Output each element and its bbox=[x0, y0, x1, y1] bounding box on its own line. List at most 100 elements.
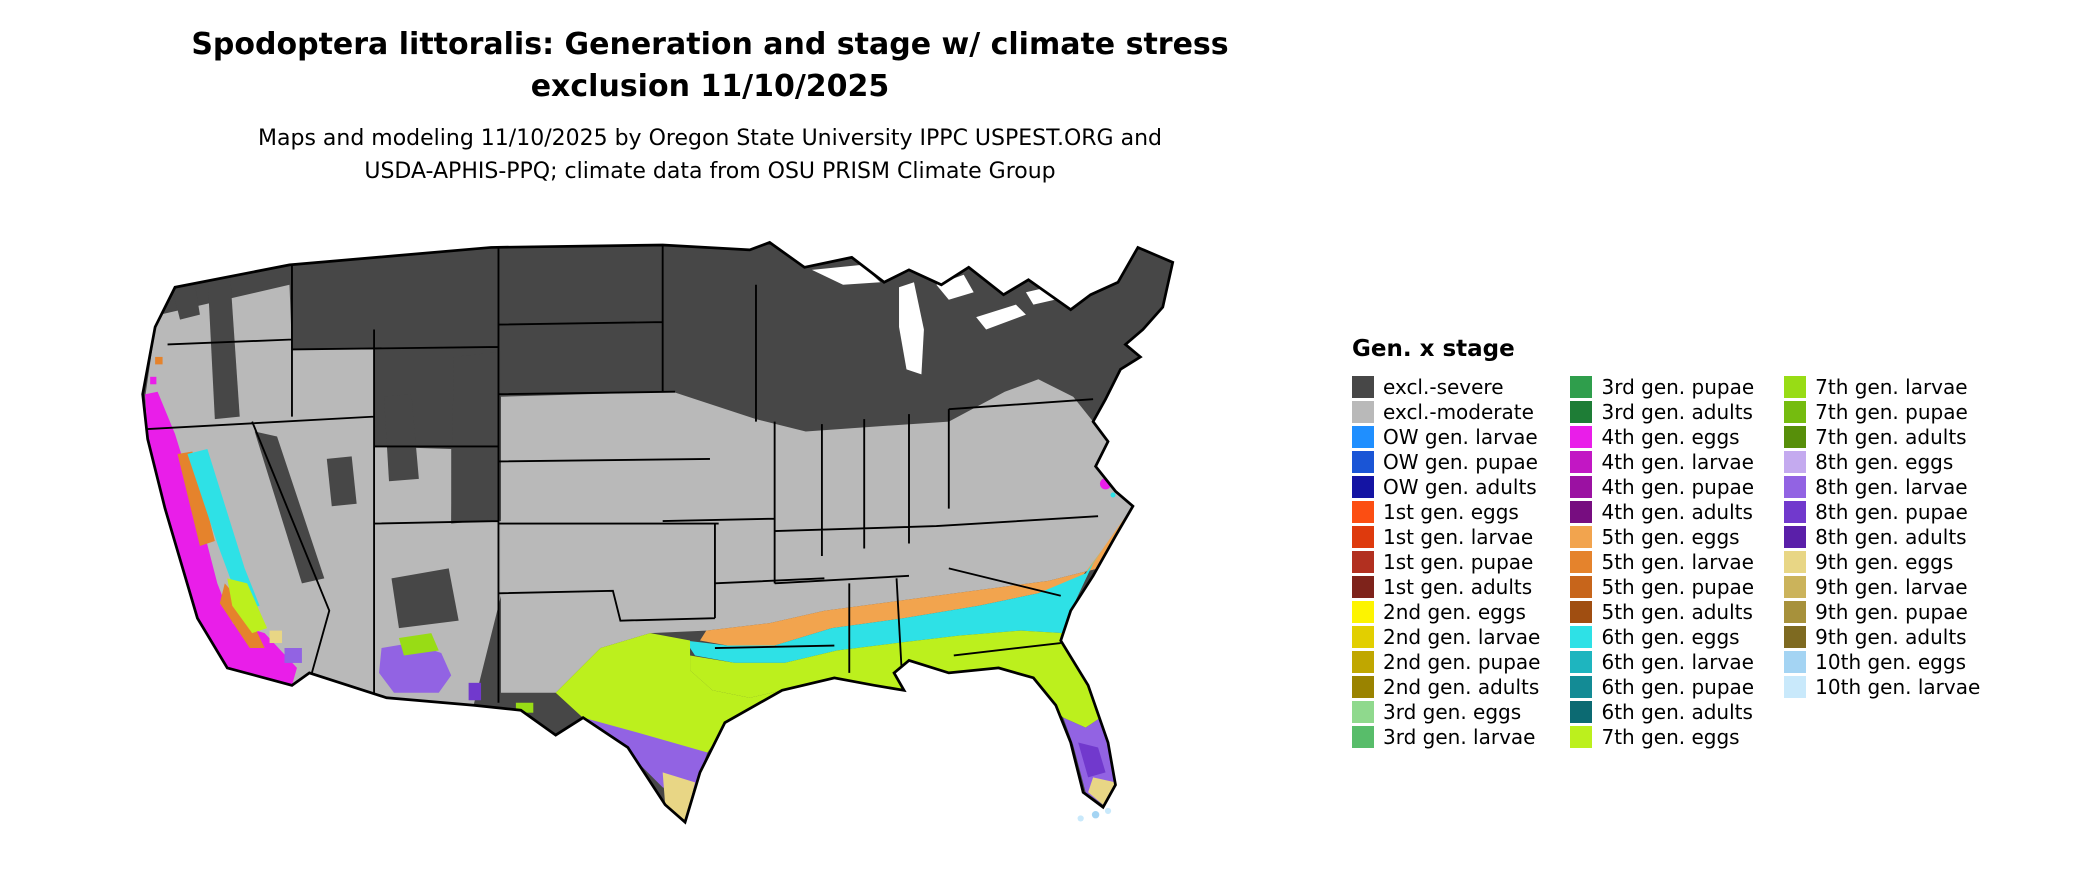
legend-swatch bbox=[1570, 600, 1593, 623]
legend-row: 1st gen. eggs bbox=[1352, 499, 1540, 524]
map-region-keys-blue3 bbox=[1104, 807, 1112, 815]
legend-row: 10th gen. larvae bbox=[1784, 674, 1980, 699]
legend-row: OW gen. adults bbox=[1352, 474, 1540, 499]
legend-label: 5th gen. larvae bbox=[1601, 549, 1754, 574]
legend-swatch bbox=[1784, 400, 1807, 423]
map-region-ca-valley-green bbox=[227, 578, 268, 634]
legend-swatch bbox=[1352, 550, 1374, 573]
map-region-chesapeake-cyan bbox=[1110, 492, 1116, 498]
legend-row: 8th gen. pupae bbox=[1784, 499, 1980, 524]
legend-label: 3rd gen. larvae bbox=[1383, 724, 1536, 749]
map-region-chesapeake-orange bbox=[1114, 468, 1122, 475]
legend-label: 4th gen. adults bbox=[1601, 499, 1753, 524]
legend-row: 2nd gen. larvae bbox=[1352, 624, 1540, 649]
legend-swatch bbox=[1352, 700, 1374, 723]
legend-row: 8th gen. eggs bbox=[1784, 449, 1980, 474]
legend-label: OW gen. larvae bbox=[1383, 424, 1538, 449]
legend-label: 3rd gen. eggs bbox=[1383, 699, 1522, 724]
legend-label: 6th gen. pupae bbox=[1601, 674, 1755, 699]
legend-label: 1st gen. adults bbox=[1383, 574, 1533, 599]
legend-swatch bbox=[1784, 450, 1807, 473]
state-borders bbox=[147, 244, 1099, 703]
legend: Gen. x stage excl.-severe excl.-moderate O… bbox=[1352, 336, 1980, 749]
legend-label: 4th gen. larvae bbox=[1601, 449, 1754, 474]
legend-swatch bbox=[1784, 375, 1807, 398]
legend-swatch bbox=[1570, 450, 1593, 473]
legend-row: 2nd gen. pupae bbox=[1352, 649, 1540, 674]
legend-swatch bbox=[1352, 675, 1374, 698]
map-region-chesapeake-magenta1 bbox=[1106, 455, 1115, 463]
legend-swatch bbox=[1570, 375, 1593, 398]
legend-swatch bbox=[1570, 550, 1593, 573]
legend-row: 9th gen. eggs bbox=[1784, 549, 1980, 574]
legend-swatch bbox=[1570, 700, 1593, 723]
map-region-ca-orange-1 bbox=[177, 451, 215, 546]
legend-row: 6th gen. larvae bbox=[1570, 649, 1754, 674]
map-region-severe-utah bbox=[384, 394, 419, 482]
map-region-ca-south-magenta bbox=[202, 618, 297, 686]
legend-swatch bbox=[1784, 600, 1807, 623]
legend-row: 6th gen. adults bbox=[1570, 699, 1754, 724]
legend-label: 9th gen. eggs bbox=[1815, 549, 1954, 574]
map-region-nm-riogrande-purple bbox=[468, 682, 482, 701]
map-region-cfl-purple-dark bbox=[1078, 742, 1106, 778]
us-map bbox=[78, 210, 1322, 882]
us-map-svg bbox=[141, 240, 1175, 825]
map-region-ca-tan-spot bbox=[269, 630, 283, 644]
lake-superior bbox=[811, 264, 881, 285]
legend-label: 7th gen. adults bbox=[1815, 424, 1967, 449]
page-subtitle: Maps and modeling 11/10/2025 by Oregon S… bbox=[0, 122, 1420, 188]
map-region-severe-nevada bbox=[326, 456, 357, 507]
page-title-line1: Spodoptera littoralis: Generation and st… bbox=[191, 27, 1229, 62]
legend-swatch bbox=[1352, 475, 1374, 498]
legend-row: 1st gen. larvae bbox=[1352, 524, 1540, 549]
legend-swatch bbox=[1784, 550, 1807, 573]
legend-swatch bbox=[1352, 575, 1374, 598]
legend-swatch bbox=[1352, 400, 1374, 423]
legend-swatch bbox=[1570, 725, 1593, 748]
legend-row: 7th gen. pupae bbox=[1784, 399, 1980, 424]
legend-swatch bbox=[1352, 600, 1374, 623]
legend-row: 4th gen. eggs bbox=[1570, 424, 1754, 449]
legend-label: 6th gen. larvae bbox=[1601, 649, 1754, 674]
legend-title: Gen. x stage bbox=[1352, 336, 1515, 362]
map-region-severe-olympics bbox=[172, 284, 200, 320]
legend-swatch bbox=[1570, 400, 1593, 423]
legend-label: 7th gen. eggs bbox=[1601, 724, 1740, 749]
legend-label: 10th gen. eggs bbox=[1815, 649, 1966, 674]
map-region-or-coast-speck2 bbox=[150, 376, 157, 385]
legend-row: 6th gen. eggs bbox=[1570, 624, 1754, 649]
legend-swatch bbox=[1570, 675, 1593, 698]
map-region-severe-mogollon bbox=[391, 568, 459, 629]
map-region-westtx-green-speck bbox=[515, 702, 534, 713]
legend-row: 4th gen. pupae bbox=[1570, 474, 1754, 499]
legend-swatch bbox=[1784, 525, 1807, 548]
legend-label: 10th gen. larvae bbox=[1815, 674, 1981, 699]
legend-label: 2nd gen. adults bbox=[1383, 674, 1540, 699]
legend-label: 8th gen. adults bbox=[1815, 524, 1967, 549]
legend-label: 5th gen. adults bbox=[1601, 599, 1753, 624]
legend-row: 6th gen. pupae bbox=[1570, 674, 1754, 699]
map-region-se-cyan-band bbox=[685, 548, 1104, 663]
legend-label: 8th gen. pupae bbox=[1815, 499, 1968, 524]
legend-swatch bbox=[1352, 625, 1374, 648]
map-region-az-green-fringe bbox=[398, 633, 439, 656]
legend-label: 7th gen. pupae bbox=[1815, 399, 1968, 424]
page-title: Spodoptera littoralis: Generation and st… bbox=[0, 24, 1420, 108]
legend-row: OW gen. larvae bbox=[1352, 424, 1540, 449]
legend-label: 8th gen. eggs bbox=[1815, 449, 1954, 474]
legend-row: 7th gen. larvae bbox=[1784, 374, 1980, 399]
map-region-severe-rockies bbox=[451, 351, 501, 524]
legend-column-2: 3rd gen. pupae 3rd gen. adults 4th gen. eg… bbox=[1570, 374, 1754, 749]
legend-label: 5th gen. pupae bbox=[1601, 574, 1755, 599]
legend-row: 5th gen. eggs bbox=[1570, 524, 1754, 549]
legend-row: 8th gen. adults bbox=[1784, 524, 1980, 549]
legend-swatch bbox=[1570, 625, 1593, 648]
legend-label: 2nd gen. larvae bbox=[1383, 624, 1541, 649]
map-region-keys-blue2 bbox=[1077, 815, 1084, 822]
page-title-line2: exclusion 11/10/2025 bbox=[530, 69, 890, 104]
legend-row: excl.-severe bbox=[1352, 374, 1540, 399]
legend-swatch bbox=[1570, 525, 1593, 548]
legend-label: 6th gen. eggs bbox=[1601, 624, 1740, 649]
